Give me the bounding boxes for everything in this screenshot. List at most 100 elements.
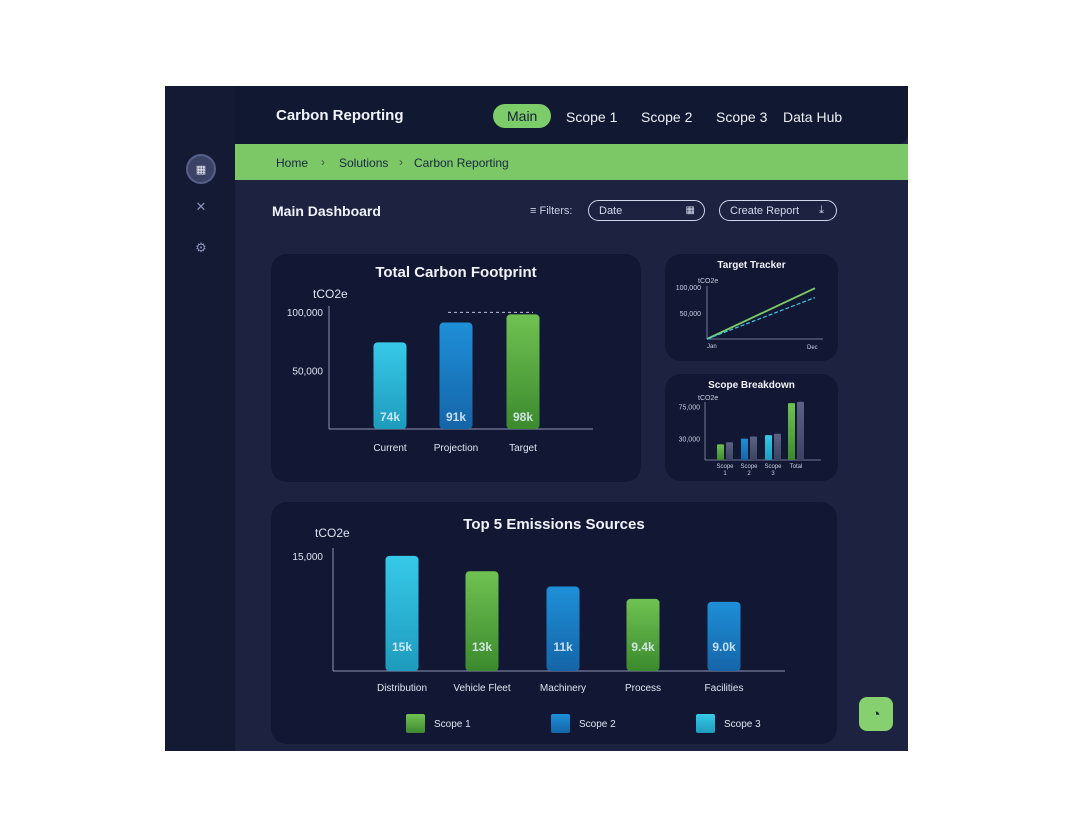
x-tick-label: Dec — [807, 345, 818, 351]
top-emissions-chart: tCO2e 15,000 15k Distribution 13k Vehicle Fle… — [292, 526, 785, 733]
series-line — [706, 287, 816, 340]
bar-data-label: 91k — [446, 410, 466, 424]
chart-title: Total Carbon Footprint — [375, 264, 537, 281]
target-tracker-card: Target Tracker tCO2e 100,000 50,000 Jan Dec — [665, 254, 838, 361]
breadcrumb-current: Carbon Reporting — [414, 156, 509, 170]
bar-data-label: 11k — [553, 640, 573, 654]
top-navbar: Carbon Reporting Main Scope 1 Scope 2 Sc… — [235, 86, 908, 144]
bar-data-label: 98k — [513, 410, 533, 424]
download-icon: ⤓ — [819, 204, 824, 216]
top-emissions-card: Top 5 Emissions Sources tCO2e 15,000 15k Di… — [271, 502, 837, 744]
tab-scope-3[interactable]: Scope 3 — [716, 109, 768, 125]
bar-scope-2 — [750, 436, 757, 460]
bar-data-label: 74k — [380, 410, 400, 424]
chart-title: Target Tracker — [717, 260, 786, 271]
page-title: Main Dashboard — [272, 203, 381, 219]
bar-machinery — [546, 586, 580, 671]
breadcrumb-solutions[interactable]: Solutions — [339, 156, 389, 170]
x-tick-label: Distribution — [377, 683, 427, 694]
sidebar-rail: ▦ ✕ ⚙ — [165, 86, 235, 751]
legend-label: Scope 3 — [724, 719, 761, 730]
y-tick-label: 75,000 — [679, 405, 701, 412]
bar-scope-3 — [774, 433, 781, 460]
bar-data-label: 9.4k — [631, 640, 655, 654]
bar-vehicle-fleet — [465, 571, 499, 671]
y-axis-label: tCO2e — [315, 526, 350, 540]
x-tick-label: Projection — [434, 443, 478, 454]
breadcrumb-separator: › — [399, 155, 403, 169]
breadcrumb: Home › Solutions › Carbon Reporting — [235, 144, 908, 180]
bar-process — [626, 598, 660, 671]
bar-projection — [439, 322, 473, 429]
create-report-label: Create Report — [730, 205, 800, 217]
y-tick-label: 50,000 — [292, 367, 323, 378]
x-tick-label: Jan — [707, 344, 717, 350]
bar-scope-3 — [765, 435, 772, 460]
x-tick-label: Scope — [716, 464, 734, 470]
legend-swatch-scope1 — [406, 714, 425, 733]
tab-main[interactable]: Main — [493, 104, 552, 128]
y-tick-label: 15,000 — [292, 552, 323, 563]
x-tick-label: 2 — [747, 471, 751, 477]
y-tick-label: 50,000 — [680, 311, 702, 318]
bar-target — [506, 314, 540, 429]
y-axis-label: tCO2e — [698, 278, 718, 285]
chat-assistant-button[interactable]: ◔ — [859, 697, 893, 731]
y-axis-label: tCO2e — [313, 287, 348, 301]
x-tick-label: 3 — [771, 471, 775, 477]
bar-scope-1 — [726, 442, 733, 460]
calendar-icon: ▦ — [685, 205, 695, 216]
filters-label: ≡ Filters: — [530, 205, 573, 217]
bar-distribution — [385, 555, 419, 671]
legend-label: Scope 2 — [579, 719, 616, 730]
x-tick-label: Scope — [764, 464, 782, 470]
breadcrumb-home[interactable]: Home — [276, 156, 309, 170]
x-tick-label: Facilities — [705, 683, 744, 694]
create-report-button[interactable]: Create Report ⤓ — [719, 200, 837, 221]
legend-label: Scope 1 — [434, 719, 471, 730]
y-axis-label: tCO2e — [698, 395, 718, 402]
y-tick-label: 100,000 — [287, 308, 324, 319]
date-filter-input[interactable]: Date ▦ — [588, 200, 705, 221]
legend-swatch-scope3 — [696, 714, 715, 733]
x-tick-label: Current — [373, 443, 407, 454]
carbon-footprint-chart: tCO2e 100,000 50,000 74k Current 91k Projectio… — [287, 287, 593, 454]
tab-data-hub[interactable]: Data Hub — [783, 109, 843, 125]
bar-data-label: 13k — [472, 640, 492, 654]
y-tick-label: 100,000 — [676, 285, 701, 292]
grid-icon[interactable]: ▦ — [188, 156, 214, 182]
tools-icon[interactable]: ✕ — [195, 199, 207, 214]
bar-scope-2 — [741, 438, 748, 460]
breadcrumb-separator: › — [321, 155, 325, 169]
bar-current — [373, 342, 407, 429]
chart-title: Top 5 Emissions Sources — [463, 516, 645, 533]
scope-breakdown-card: Scope Breakdown tCO2e 75,000 30,000 Scope 1 S… — [665, 374, 838, 481]
bar-data-label: 15k — [392, 640, 412, 654]
carbon-footprint-card: Total Carbon Footprint tCO2e 100,000 50,00… — [271, 254, 641, 482]
x-tick-label: Scope — [740, 464, 758, 470]
x-tick-label: 1 — [723, 471, 727, 477]
bar-scope-1 — [717, 444, 724, 460]
bar-total — [788, 403, 795, 460]
bar-total — [797, 401, 804, 460]
series-line — [706, 296, 816, 340]
y-tick-label: 30,000 — [679, 437, 701, 444]
legend-swatch-scope2 — [551, 714, 570, 733]
x-tick-label: Total — [790, 464, 803, 470]
date-placeholder: Date — [599, 205, 623, 217]
bar-data-label: 9.0k — [712, 640, 736, 654]
x-tick-label: Target — [509, 443, 537, 454]
app-title: Carbon Reporting — [276, 107, 404, 124]
chart-title: Scope Breakdown — [708, 380, 795, 391]
tab-scope-1[interactable]: Scope 1 — [566, 109, 618, 125]
app-window: ▦ ✕ ⚙ Carbon Reporting Main Scope 1 Scop… — [165, 86, 908, 751]
tab-scope-2[interactable]: Scope 2 — [641, 109, 693, 125]
x-tick-label: Vehicle Fleet — [453, 683, 510, 694]
x-tick-label: Process — [625, 683, 661, 694]
settings-icon[interactable]: ⚙ — [195, 240, 207, 255]
chat-icon: ◔ — [871, 705, 881, 723]
x-tick-label: Machinery — [540, 683, 586, 694]
bar-facilities — [707, 601, 741, 671]
